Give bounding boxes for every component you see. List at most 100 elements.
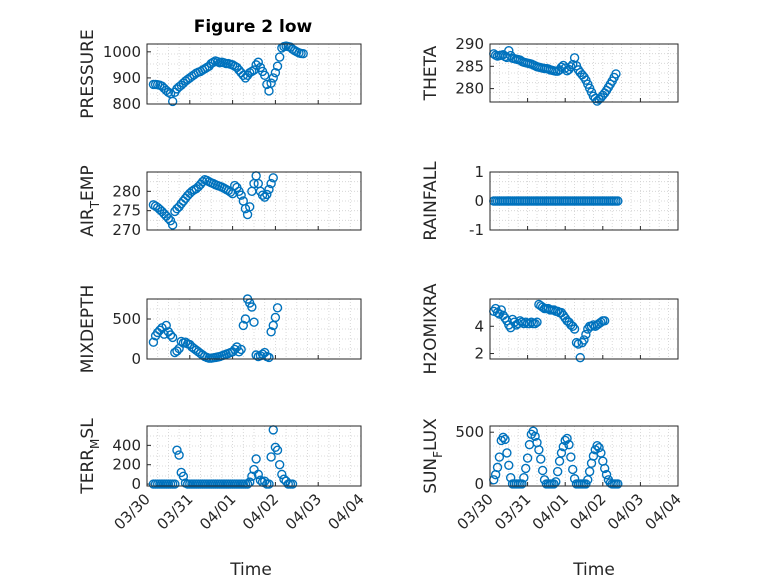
data-point: [530, 318, 540, 329]
data-point: [530, 431, 540, 442]
data-point: [172, 445, 182, 455]
data-point: [163, 213, 174, 224]
y-axis-label: SUNFLUX: [421, 418, 445, 494]
data-point: [260, 70, 270, 81]
data-point: [148, 337, 159, 347]
data-point: [234, 347, 244, 357]
data-point: [594, 443, 604, 453]
y-tick-label: 280: [112, 182, 141, 200]
axes-box: [146, 425, 362, 487]
y-tick-label: 500: [112, 310, 141, 328]
y-tick-label: 0: [474, 475, 484, 493]
data-point: [568, 464, 578, 475]
y-tick-label: 280: [455, 80, 484, 98]
data-point: [537, 465, 548, 476]
y-tick-label: 200: [112, 456, 141, 474]
data-point: [262, 79, 272, 90]
data-point: [502, 448, 512, 458]
subplot-2: 280 285 290 THETA: [421, 35, 679, 106]
data-point: [532, 317, 542, 327]
x-tick-label: 03/30: [111, 490, 154, 533]
x-axis-label-right: Time: [572, 560, 615, 580]
x-axis-label-left: Time: [229, 560, 272, 580]
data-point: [579, 335, 589, 345]
y-tick-label: 500: [455, 423, 484, 441]
data-point: [262, 189, 272, 200]
data-point: [174, 450, 184, 460]
x-tick-label: 03/30: [454, 490, 497, 533]
data-point: [167, 332, 178, 343]
data-point: [504, 45, 514, 56]
x-tick-label: 04/01: [529, 490, 572, 533]
x-tick-label: 04/01: [196, 490, 239, 533]
data-point: [270, 312, 281, 323]
data-point: [274, 52, 285, 62]
data-point: [253, 469, 263, 480]
y-axis-label: AIRTEMP: [78, 165, 102, 236]
data-point: [492, 462, 503, 473]
data-point: [260, 192, 270, 202]
y-tick-label: 270: [112, 221, 141, 239]
data-point: [266, 327, 276, 337]
data-point: [494, 452, 505, 462]
x-tick-label: 04/02: [566, 490, 609, 533]
y-axis-label: MIXDEPTH: [78, 285, 98, 374]
data-point: [161, 320, 171, 331]
data-point: [238, 320, 249, 331]
y-tick-label: 1: [474, 163, 484, 181]
axes-box: [146, 171, 362, 231]
subplot-1: 800 900 1000 PRESSURE: [78, 29, 362, 119]
data-point: [272, 303, 283, 313]
y-tick-label: 900: [112, 69, 141, 87]
data-point: [236, 190, 246, 200]
data-point: [266, 178, 276, 189]
x-tick-label: 03/31: [491, 490, 534, 533]
axes-box: [489, 425, 679, 487]
y-tick-label: 0: [131, 350, 141, 368]
data-point: [556, 448, 567, 458]
data-point: [266, 78, 276, 88]
data-point: [272, 61, 283, 71]
data-point: [270, 442, 281, 452]
data-point: [264, 352, 274, 363]
data-point: [581, 329, 591, 340]
data-point: [522, 453, 533, 463]
data-point: [519, 473, 529, 483]
data-point: [266, 452, 276, 462]
data-point: [566, 452, 576, 462]
data-point: [287, 479, 298, 489]
data-point: [500, 434, 510, 445]
data-point: [536, 454, 546, 464]
data-point: [247, 66, 257, 77]
data-point: [552, 466, 563, 477]
axes-box: [146, 298, 362, 360]
data-point: [575, 352, 585, 363]
x-tick-label: 04/03: [604, 490, 647, 533]
data-point: [236, 344, 246, 355]
y-tick-label: -1: [469, 221, 484, 239]
data-point: [167, 220, 178, 230]
data-point: [521, 463, 531, 474]
data-point: [599, 463, 610, 474]
y-axis-label: TERRMSL: [78, 418, 102, 495]
data-point: [549, 479, 559, 489]
data-point: [558, 441, 569, 452]
data-point: [251, 454, 261, 464]
data-point: [264, 184, 274, 195]
y-axis-label: THETA: [421, 45, 441, 101]
subplot-5: 0 500 MIXDEPTH: [78, 285, 362, 374]
data-point: [253, 57, 263, 67]
y-tick-label: 0: [131, 475, 141, 493]
data-point: [566, 62, 576, 72]
x-tick-label: 03/31: [153, 490, 196, 533]
data-point: [569, 324, 580, 334]
x-tick-label: 04/04: [642, 490, 685, 533]
data-point: [240, 204, 251, 214]
data-point: [274, 460, 285, 470]
data-point: [172, 346, 182, 356]
y-tick-label: 1000: [103, 43, 141, 61]
data-point: [599, 316, 610, 326]
